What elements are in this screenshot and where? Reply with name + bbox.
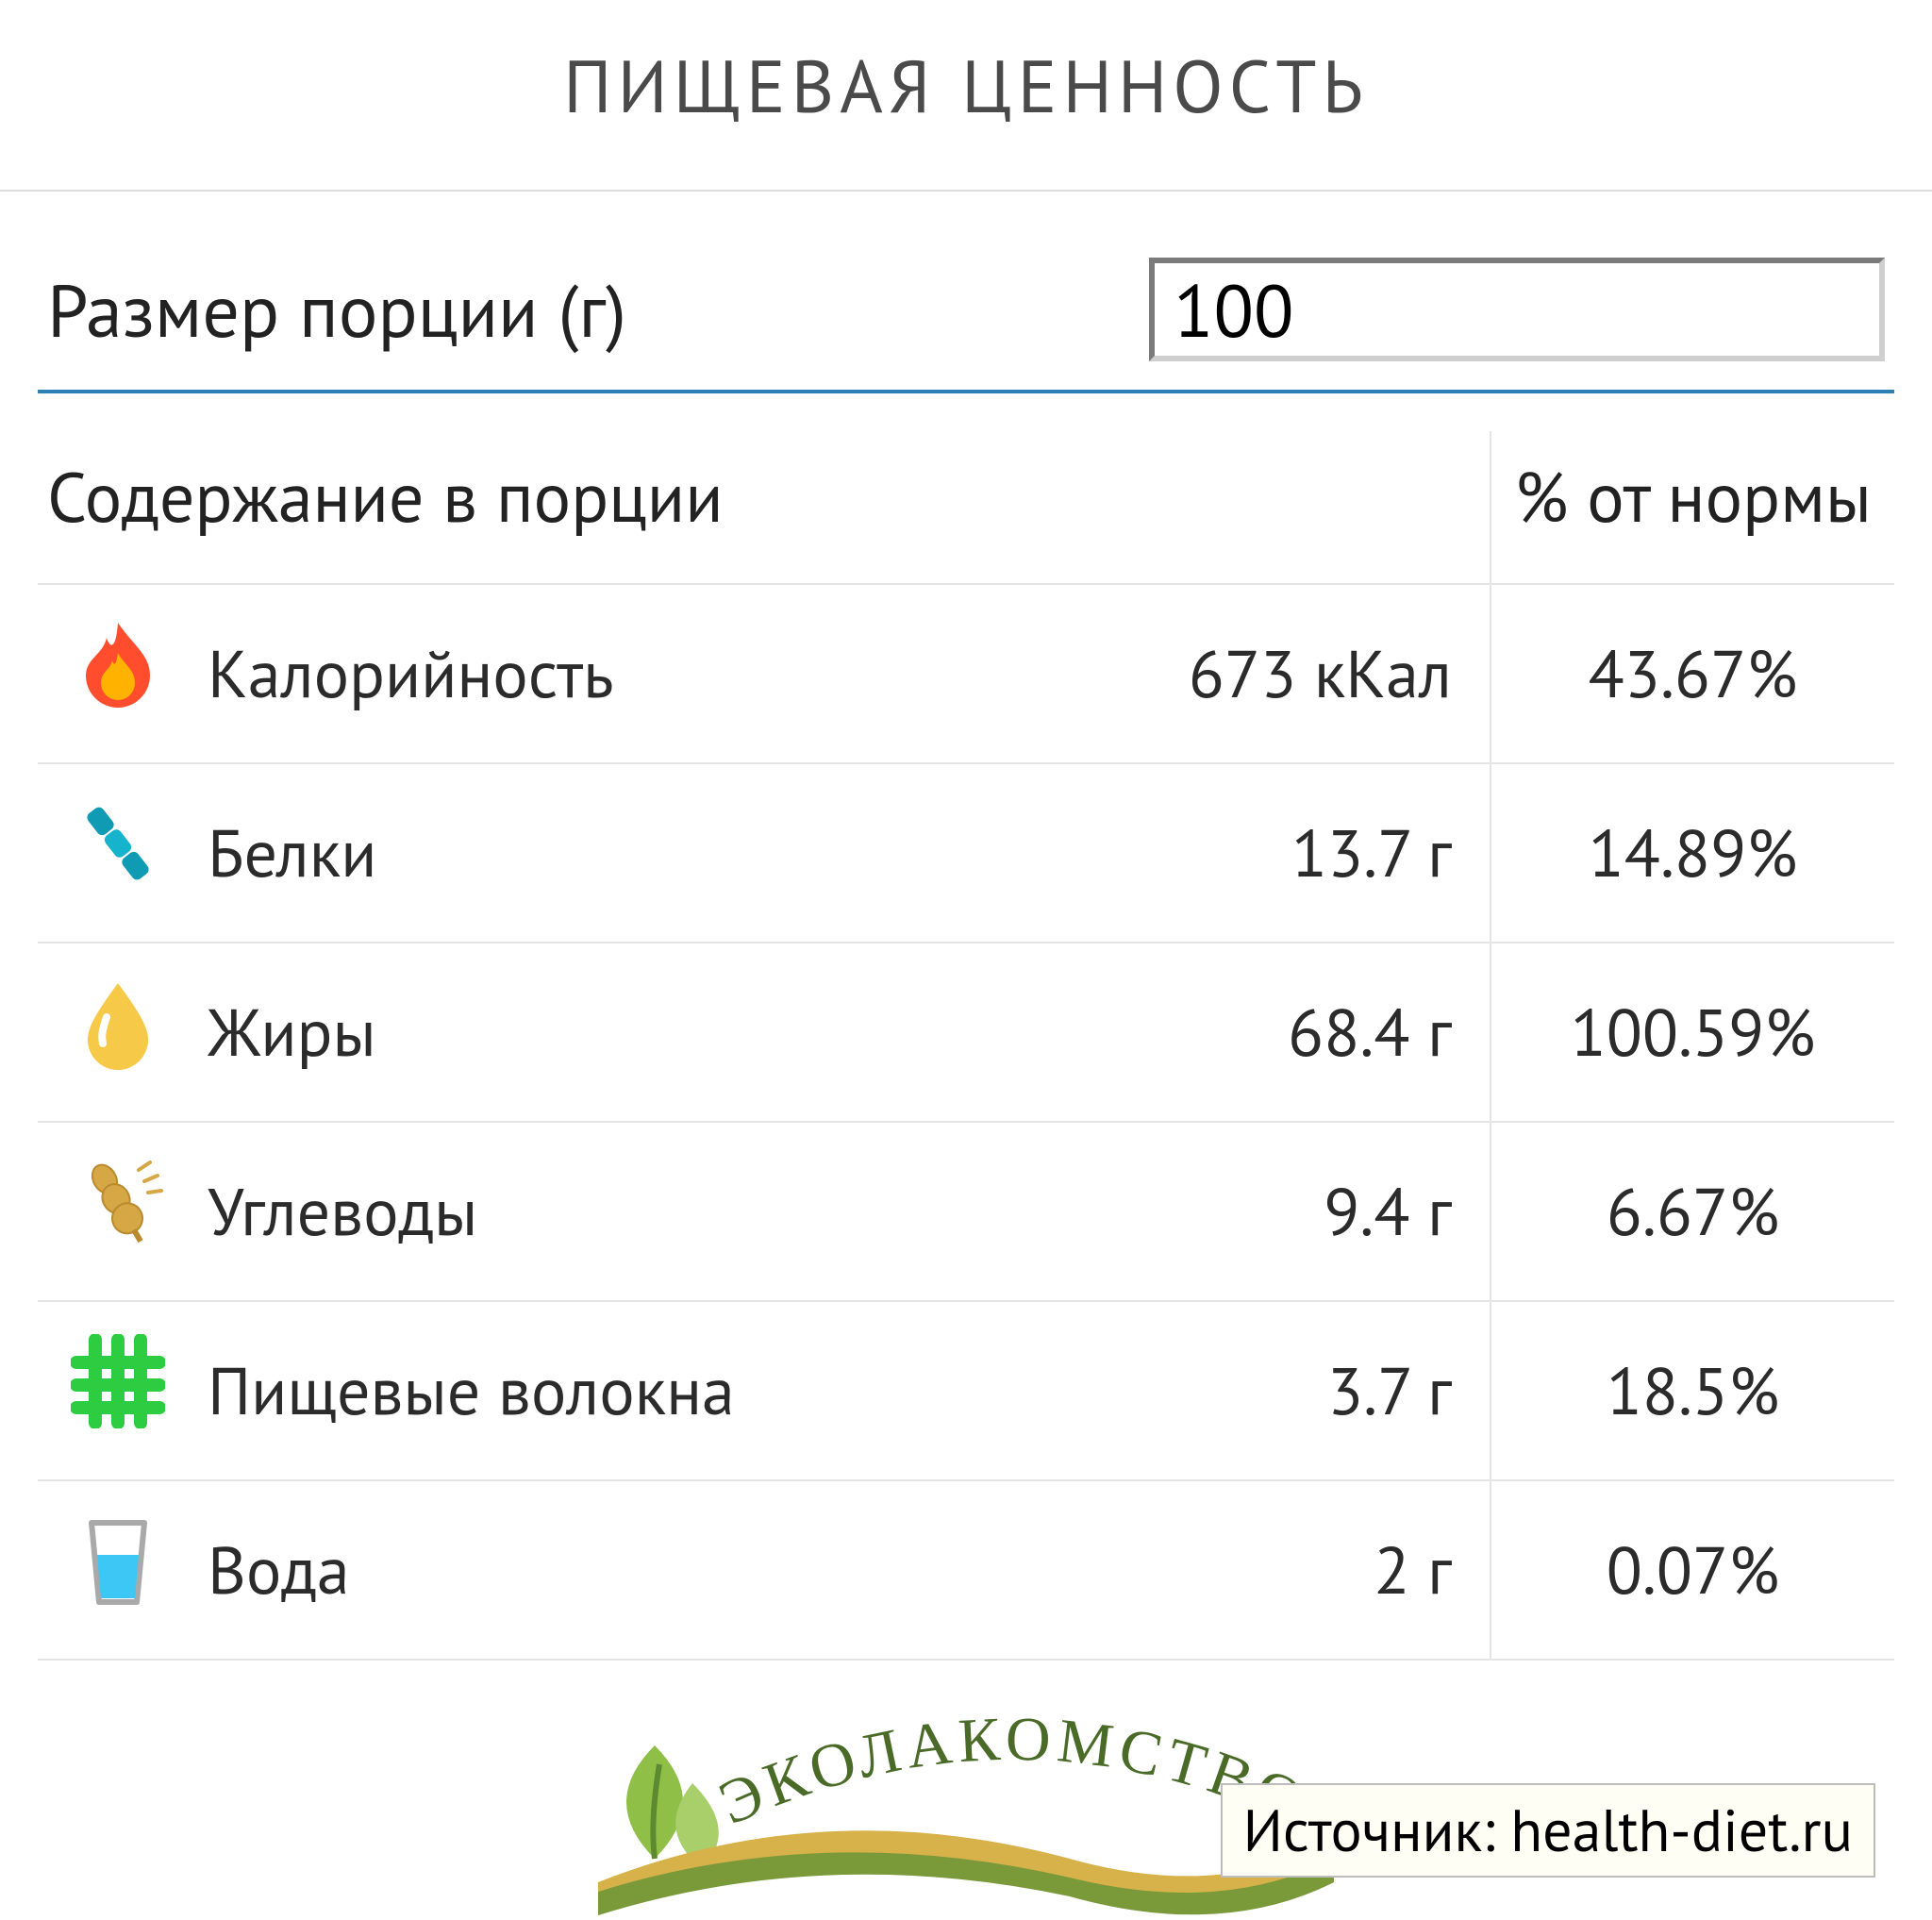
portion-row: Размер порции (г) [38, 258, 1894, 393]
nutrient-name: Калорийность [198, 584, 1094, 763]
nutrition-table: Содержание в порции % от нормы Калорийно… [38, 431, 1894, 1661]
page-title: ПИЩЕВАЯ ЦЕННОСТЬ [38, 38, 1894, 133]
nutrient-value: 673 кКал [1094, 584, 1491, 763]
table-header-row: Содержание в порции % от нормы [38, 431, 1894, 584]
table-row: Калорийность673 кКал43.67% [38, 584, 1894, 763]
fiber-cell [38, 1301, 198, 1480]
table-row: Вода2 г0.07% [38, 1480, 1894, 1660]
nutrient-value: 9.4 г [1094, 1122, 1491, 1301]
nutrient-value: 68.4 г [1094, 943, 1491, 1122]
protein-icon [71, 796, 165, 891]
nutrient-name: Белки [198, 763, 1094, 943]
nutrient-percent: 18.5% [1491, 1301, 1894, 1480]
header-content: Содержание в порции [38, 431, 1491, 584]
water-cell [38, 1480, 198, 1660]
nutrient-value: 2 г [1094, 1480, 1491, 1660]
carbs-icon [71, 1155, 165, 1249]
water-icon [71, 1513, 165, 1608]
nutrient-value: 3.7 г [1094, 1301, 1491, 1480]
nutrient-percent: 6.67% [1491, 1122, 1894, 1301]
header-percent: % от нормы [1491, 431, 1894, 584]
fat-icon [71, 976, 165, 1070]
nutrient-percent: 0.07% [1491, 1480, 1894, 1660]
nutrient-value: 13.7 г [1094, 763, 1491, 943]
nutrient-name: Жиры [198, 943, 1094, 1122]
fiber-icon [71, 1334, 165, 1428]
protein-cell [38, 763, 198, 943]
table-row: Белки13.7 г14.89% [38, 763, 1894, 943]
portion-label: Размер порции (г) [47, 262, 626, 358]
nutrient-percent: 100.59% [1491, 943, 1894, 1122]
table-row: Пищевые волокна3.7 г18.5% [38, 1301, 1894, 1480]
nutrient-name: Пищевые волокна [198, 1301, 1094, 1480]
nutrient-percent: 14.89% [1491, 763, 1894, 943]
portion-input[interactable] [1149, 258, 1885, 361]
nutrient-name: Углеводы [198, 1122, 1094, 1301]
calories-cell [38, 584, 198, 763]
footer: ЭКОЛАКОМСТВО Источник: health-diet.ru [38, 1670, 1894, 1915]
table-row: Углеводы9.4 г6.67% [38, 1122, 1894, 1301]
source-label: Источник: health-diet.ru [1221, 1783, 1875, 1878]
fat-cell [38, 943, 198, 1122]
nutrient-percent: 43.67% [1491, 584, 1894, 763]
table-row: Жиры68.4 г100.59% [38, 943, 1894, 1122]
title-divider [0, 190, 1932, 192]
carbs-cell [38, 1122, 198, 1301]
calories-icon [71, 617, 165, 711]
nutrient-name: Вода [198, 1480, 1094, 1660]
